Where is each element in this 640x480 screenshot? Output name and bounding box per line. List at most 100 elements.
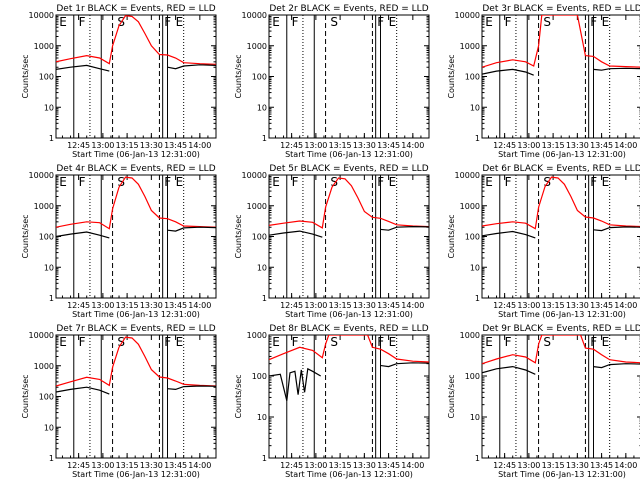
y-tick-label: 10000 xyxy=(455,171,480,180)
series-lld-line xyxy=(482,15,640,68)
panel-det-9: Det 9r BLACK = Events, RED = LLD 1 10 100 10… xyxy=(447,324,640,479)
x-tick-label: 13:00 xyxy=(517,141,540,150)
y-tick-label: 1000 xyxy=(247,331,267,340)
phase-marker-e: E xyxy=(485,15,493,29)
x-tick-label: 13:45 xyxy=(164,301,187,310)
y-tick-label: 100 xyxy=(39,393,54,402)
x-tick-label: 13:45 xyxy=(164,461,187,470)
phase-marker-f: F xyxy=(377,175,384,189)
x-tick-label: 13:15 xyxy=(329,301,352,310)
x-tick-label: 13:30 xyxy=(140,141,163,150)
x-axis-title: Start Time (06-Jan-13 12:31:00) xyxy=(72,470,200,479)
x-tick-label: 13:30 xyxy=(566,301,589,310)
series-events-line xyxy=(56,226,216,239)
phase-marker-e: E xyxy=(485,175,493,189)
x-tick-label: 13:45 xyxy=(590,141,613,150)
series-lld-line xyxy=(269,335,429,363)
phase-marker-s: S xyxy=(543,15,551,29)
y-tick-label: 1000 xyxy=(460,202,480,211)
series-lld-line xyxy=(56,176,216,230)
y-tick-label: 100 xyxy=(465,233,480,242)
y-axis-title: Counts/sec xyxy=(21,54,30,98)
x-tick-label: 14:00 xyxy=(188,461,211,470)
phase-marker-e: E xyxy=(389,15,397,29)
y-tick-label: 1000 xyxy=(460,42,480,51)
series-lld-line xyxy=(56,15,216,65)
y-tick-label: 100 xyxy=(252,73,267,82)
plot-frame xyxy=(55,334,217,459)
x-tick-label: 12:45 xyxy=(493,461,516,470)
phase-marker-f: F xyxy=(164,175,171,189)
panel-title: Det 7r BLACK = Events, RED = LLD xyxy=(56,324,215,334)
x-tick-label: 14:00 xyxy=(188,141,211,150)
x-tick-label: 12:45 xyxy=(280,461,303,470)
phase-marker-f: F xyxy=(505,335,512,349)
plot-frame xyxy=(268,334,430,459)
y-tick-label: 100 xyxy=(252,233,267,242)
x-tick-label: 13:30 xyxy=(353,141,376,150)
x-tick-label: 12:45 xyxy=(67,461,90,470)
phase-marker-e: E xyxy=(59,175,67,189)
x-tick-label: 13:45 xyxy=(377,461,400,470)
y-tick-label: 10000 xyxy=(29,11,54,20)
x-tick-label: 13:00 xyxy=(91,461,114,470)
phase-marker-e: E xyxy=(59,335,67,349)
x-tick-label: 13:15 xyxy=(329,461,352,470)
series-events-line xyxy=(269,225,429,238)
y-tick-label: 100 xyxy=(465,372,480,381)
phase-marker-s: S xyxy=(117,175,125,189)
y-tick-label: 10000 xyxy=(455,11,480,20)
series-lld-line xyxy=(482,335,640,365)
x-tick-label: 12:45 xyxy=(280,301,303,310)
panel-title: Det 5r BLACK = Events, RED = LLD xyxy=(269,164,428,174)
phase-marker-f: F xyxy=(292,175,299,189)
x-axis-title: Start Time (06-Jan-13 12:31:00) xyxy=(498,150,626,159)
phase-marker-s: S xyxy=(330,335,338,349)
y-tick-label: 10000 xyxy=(29,171,54,180)
x-tick-label: 13:30 xyxy=(140,461,163,470)
x-tick-label: 13:30 xyxy=(353,461,376,470)
y-tick-label: 1000 xyxy=(34,362,54,371)
x-tick-label: 13:30 xyxy=(566,141,589,150)
y-tick-label: 1 xyxy=(262,454,267,463)
phase-marker-e: E xyxy=(272,335,280,349)
y-tick-label: 10 xyxy=(257,413,267,422)
x-tick-label: 13:00 xyxy=(304,301,327,310)
y-axis-title: Counts/sec xyxy=(234,54,243,98)
y-tick-label: 10000 xyxy=(242,171,267,180)
y-tick-label: 1000 xyxy=(460,331,480,340)
x-tick-label: 13:30 xyxy=(566,461,589,470)
phase-marker-s: S xyxy=(543,335,551,349)
panel-title: Det 6r BLACK = Events, RED = LLD xyxy=(482,164,640,174)
x-tick-label: 13:45 xyxy=(164,141,187,150)
y-tick-label: 1000 xyxy=(247,42,267,51)
phase-marker-e: E xyxy=(389,175,397,189)
x-tick-label: 13:30 xyxy=(353,301,376,310)
y-axis-title: Counts/sec xyxy=(21,374,30,418)
phase-marker-f: F xyxy=(505,175,512,189)
phase-marker-e: E xyxy=(389,335,397,349)
plot-frame xyxy=(55,14,217,139)
x-tick-label: 14:00 xyxy=(614,301,637,310)
y-tick-label: 1 xyxy=(49,454,54,463)
y-tick-label: 1 xyxy=(49,294,54,303)
y-tick-label: 1 xyxy=(49,134,54,143)
x-tick-label: 12:45 xyxy=(67,301,90,310)
x-axis-title: Start Time (06-Jan-13 12:31:00) xyxy=(285,470,413,479)
panel-det-8: Det 8r BLACK = Events, RED = LLD 1 10 100 10… xyxy=(234,324,430,479)
x-tick-label: 14:00 xyxy=(401,461,424,470)
series-events-line xyxy=(56,385,216,395)
panel-det-6: Det 6r BLACK = Events, RED = LLD 1 10 100 10… xyxy=(447,164,640,319)
x-tick-label: 13:45 xyxy=(377,301,400,310)
y-tick-label: 10 xyxy=(257,103,267,112)
plot-frame xyxy=(481,174,640,299)
x-tick-label: 13:00 xyxy=(517,301,540,310)
x-tick-label: 13:15 xyxy=(542,461,565,470)
x-tick-label: 14:00 xyxy=(401,141,424,150)
x-tick-label: 12:45 xyxy=(493,141,516,150)
phase-marker-e: E xyxy=(176,335,184,349)
x-tick-label: 13:45 xyxy=(377,141,400,150)
x-tick-label: 12:45 xyxy=(67,141,90,150)
x-tick-label: 13:30 xyxy=(140,301,163,310)
y-tick-label: 100 xyxy=(39,233,54,242)
